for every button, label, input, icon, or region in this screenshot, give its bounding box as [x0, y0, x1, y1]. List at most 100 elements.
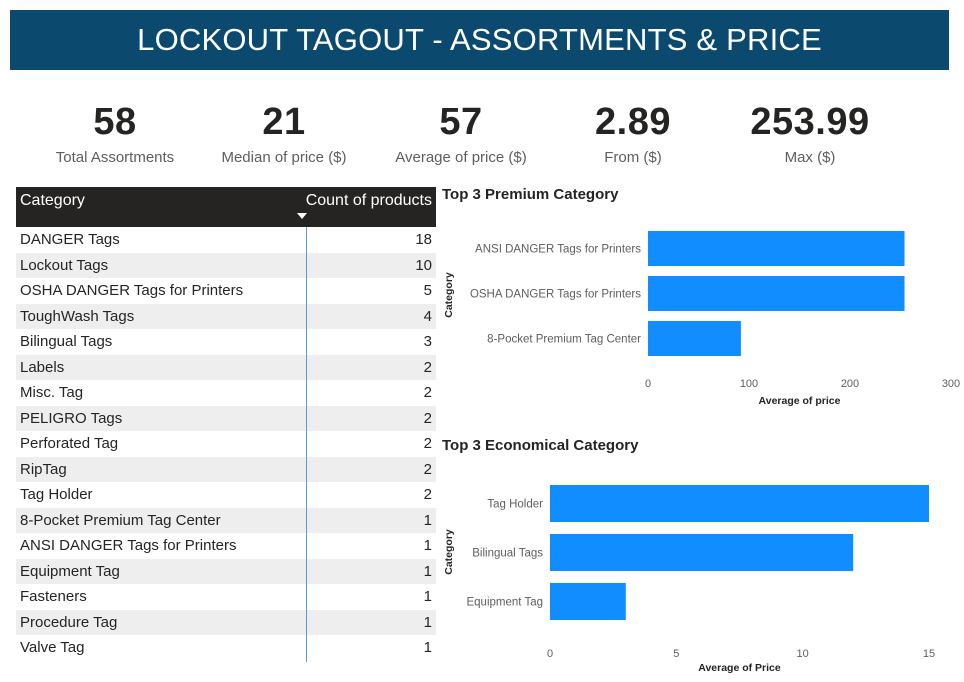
- economical-bar[interactable]: [550, 534, 854, 571]
- table-row[interactable]: Lockout Tags 10: [16, 252, 436, 278]
- premium-category-label: 8-Pocket Premium Tag Center: [487, 334, 641, 346]
- kpi-card-from-price[interactable]: 2.89 From ($): [548, 96, 718, 168]
- premium-category-label: ANSI DANGER Tags for Printers: [475, 244, 641, 256]
- economical-x-axis-title: Average of Price: [698, 662, 781, 674]
- cell-count: 1: [423, 639, 432, 656]
- cell-category: Valve Tag: [20, 639, 85, 656]
- cell-category: Bilingual Tags: [20, 333, 113, 350]
- premium-y-axis-title: Category: [443, 272, 455, 318]
- table-body: DANGER Tags 18 Lockout Tags 10 OSHA DANGER T…: [16, 227, 436, 661]
- table-row[interactable]: Fasteners 1: [16, 584, 436, 610]
- sort-descending-icon[interactable]: [297, 213, 307, 219]
- cell-category: Fasteners: [20, 588, 87, 605]
- kpi-card-total-assortments[interactable]: 58 Total Assortments: [30, 96, 200, 168]
- kpi-card-average-price[interactable]: 57 Average of price ($): [376, 96, 546, 168]
- cell-category: Misc. Tag: [20, 384, 84, 401]
- economical-category-label: Tag Holder: [487, 499, 543, 511]
- cell-count: 1: [423, 588, 432, 605]
- economical-category-label: Bilingual Tags: [472, 548, 543, 560]
- cell-count: 2: [423, 358, 432, 376]
- column-header-category[interactable]: Category: [20, 192, 85, 209]
- table-row[interactable]: Equipment Tag 1: [16, 558, 436, 584]
- column-divider: [306, 227, 307, 662]
- economical-x-tick-label: 15: [923, 648, 935, 660]
- economical-chart-title: Top 3 Economical Category: [442, 437, 639, 454]
- kpi-label: Median of price ($): [221, 149, 347, 166]
- economical-category-chart[interactable]: Tag Holder Bilingual Tags Equipment Tag 0 5 1…: [440, 457, 960, 679]
- cell-category: Lockout Tags: [20, 256, 109, 274]
- premium-bar[interactable]: [648, 276, 905, 311]
- premium-x-axis-title: Average of price: [759, 395, 841, 407]
- kpi-value: 21: [262, 101, 306, 143]
- column-header-count[interactable]: Count of products: [305, 192, 432, 209]
- cell-category: ToughWash Tags: [20, 307, 135, 325]
- cell-count: 2: [423, 384, 432, 401]
- premium-category-label: OSHA DANGER Tags for Printers: [470, 289, 641, 301]
- cell-count: 1: [423, 562, 432, 580]
- table-row[interactable]: 8-Pocket Premium Tag Center 1: [16, 507, 436, 533]
- cell-count: 2: [423, 435, 432, 452]
- table-header: Category Count of products: [16, 187, 436, 227]
- table-row[interactable]: Misc. Tag 2: [16, 380, 436, 406]
- report-title: LOCKOUT TAGOUT - ASSORTMENTS & PRICE: [137, 22, 822, 57]
- table-row[interactable]: DANGER Tags 18: [16, 227, 436, 253]
- kpi-card-max-price[interactable]: 253.99 Max ($): [725, 96, 895, 168]
- cell-count: 1: [423, 537, 432, 554]
- premium-category-chart[interactable]: ANSI DANGER Tags for Printers OSHA DANGER…: [440, 205, 960, 410]
- cell-count: 4: [423, 307, 432, 325]
- premium-x-tick-label: 200: [841, 378, 859, 390]
- table-row[interactable]: Perforated Tag 2: [16, 431, 436, 457]
- table-row[interactable]: Bilingual Tags 3: [16, 329, 436, 355]
- table-row[interactable]: Valve Tag 1: [16, 635, 436, 661]
- cell-category: RipTag: [20, 460, 67, 478]
- kpi-value: 57: [439, 101, 483, 143]
- premium-bar[interactable]: [648, 231, 905, 266]
- kpi-label: Total Assortments: [55, 149, 175, 166]
- cell-count: 1: [423, 511, 432, 529]
- cell-count: 3: [423, 333, 432, 350]
- cell-count: 2: [423, 460, 432, 478]
- cell-category: Labels: [20, 358, 65, 376]
- cell-category: Perforated Tag: [20, 435, 119, 452]
- economical-x-tick-label: 0: [547, 648, 553, 660]
- cell-category: DANGER Tags: [20, 231, 120, 248]
- cell-category: PELIGRO Tags: [20, 409, 123, 427]
- economical-x-tick-label: 5: [673, 648, 679, 660]
- cell-count: 2: [423, 409, 432, 427]
- economical-category-label: Equipment Tag: [466, 597, 543, 609]
- cell-count: 2: [423, 486, 432, 503]
- kpi-card-median-price[interactable]: 21 Median of price ($): [199, 96, 369, 168]
- premium-x-tick-label: 0: [645, 378, 651, 390]
- table-row[interactable]: ANSI DANGER Tags for Printers 1: [16, 533, 436, 559]
- cell-count: 10: [415, 256, 432, 274]
- kpi-label: From ($): [604, 149, 662, 166]
- premium-bar[interactable]: [648, 321, 741, 356]
- report-title-banner: LOCKOUT TAGOUT - ASSORTMENTS & PRICE: [10, 10, 949, 70]
- premium-chart-title: Top 3 Premium Category: [442, 186, 619, 203]
- table-row[interactable]: Tag Holder 2: [16, 482, 436, 508]
- cell-category: 8-Pocket Premium Tag Center: [20, 511, 221, 529]
- cell-category: OSHA DANGER Tags for Printers: [20, 282, 244, 299]
- table-row[interactable]: Labels 2: [16, 354, 436, 380]
- economical-y-axis-title: Category: [443, 529, 455, 575]
- premium-x-tick-label: 300: [942, 378, 960, 390]
- economical-x-tick-label: 10: [797, 648, 809, 660]
- economical-bar[interactable]: [550, 485, 929, 522]
- kpi-label: Max ($): [784, 149, 836, 166]
- cell-category: Tag Holder: [20, 486, 93, 503]
- table-row[interactable]: PELIGRO Tags 2: [16, 405, 436, 431]
- cell-count: 18: [415, 231, 432, 248]
- category-count-table[interactable]: Category Count of products DANGER Tags 18…: [16, 187, 436, 662]
- table-row[interactable]: Procedure Tag 1: [16, 609, 436, 635]
- kpi-label: Average of price ($): [395, 149, 527, 166]
- cell-category: Procedure Tag: [20, 613, 118, 631]
- cell-count: 5: [423, 282, 432, 299]
- kpi-row: 58 Total Assortments 21 Median of price …: [0, 96, 964, 176]
- table-row[interactable]: ToughWash Tags 4: [16, 303, 436, 329]
- economical-bar[interactable]: [550, 583, 626, 620]
- cell-category: Equipment Tag: [20, 562, 120, 580]
- table-row[interactable]: RipTag 2: [16, 456, 436, 482]
- premium-x-tick-label: 100: [740, 378, 758, 390]
- cell-count: 1: [423, 613, 432, 631]
- table-row[interactable]: OSHA DANGER Tags for Printers 5: [16, 278, 436, 304]
